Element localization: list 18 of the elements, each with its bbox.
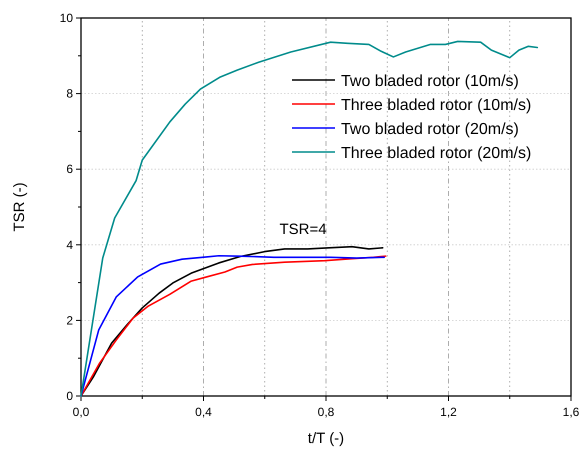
y-tick-label: 10 bbox=[60, 11, 74, 25]
x-tick-label: 1,6 bbox=[562, 405, 580, 419]
y-tick-label: 6 bbox=[66, 162, 74, 176]
x-tick-label: 0,8 bbox=[318, 405, 335, 419]
x-tick-label: 1,2 bbox=[440, 405, 458, 419]
y-tick-label: 2 bbox=[66, 313, 74, 328]
y-axis-title: TSR (-) bbox=[11, 182, 28, 232]
y-tick-label: 4 bbox=[66, 238, 74, 252]
x-tick-label: 0,4 bbox=[195, 405, 212, 419]
x-axis-title: t/T (-) bbox=[308, 430, 344, 447]
x-tick-label: 0,0 bbox=[72, 405, 90, 419]
legend-label: Two bladed rotor (20m/s) bbox=[341, 121, 519, 138]
y-tick-label: 8 bbox=[66, 86, 74, 101]
legend-label: Three bladed rotor (10m/s) bbox=[341, 97, 532, 114]
annotation: TSR=4 bbox=[279, 221, 327, 238]
legend-label: Two bladed rotor (10m/s) bbox=[341, 73, 519, 90]
y-tick-label: 0 bbox=[66, 389, 74, 403]
legend-label: Three bladed rotor (20m/s) bbox=[341, 145, 532, 162]
